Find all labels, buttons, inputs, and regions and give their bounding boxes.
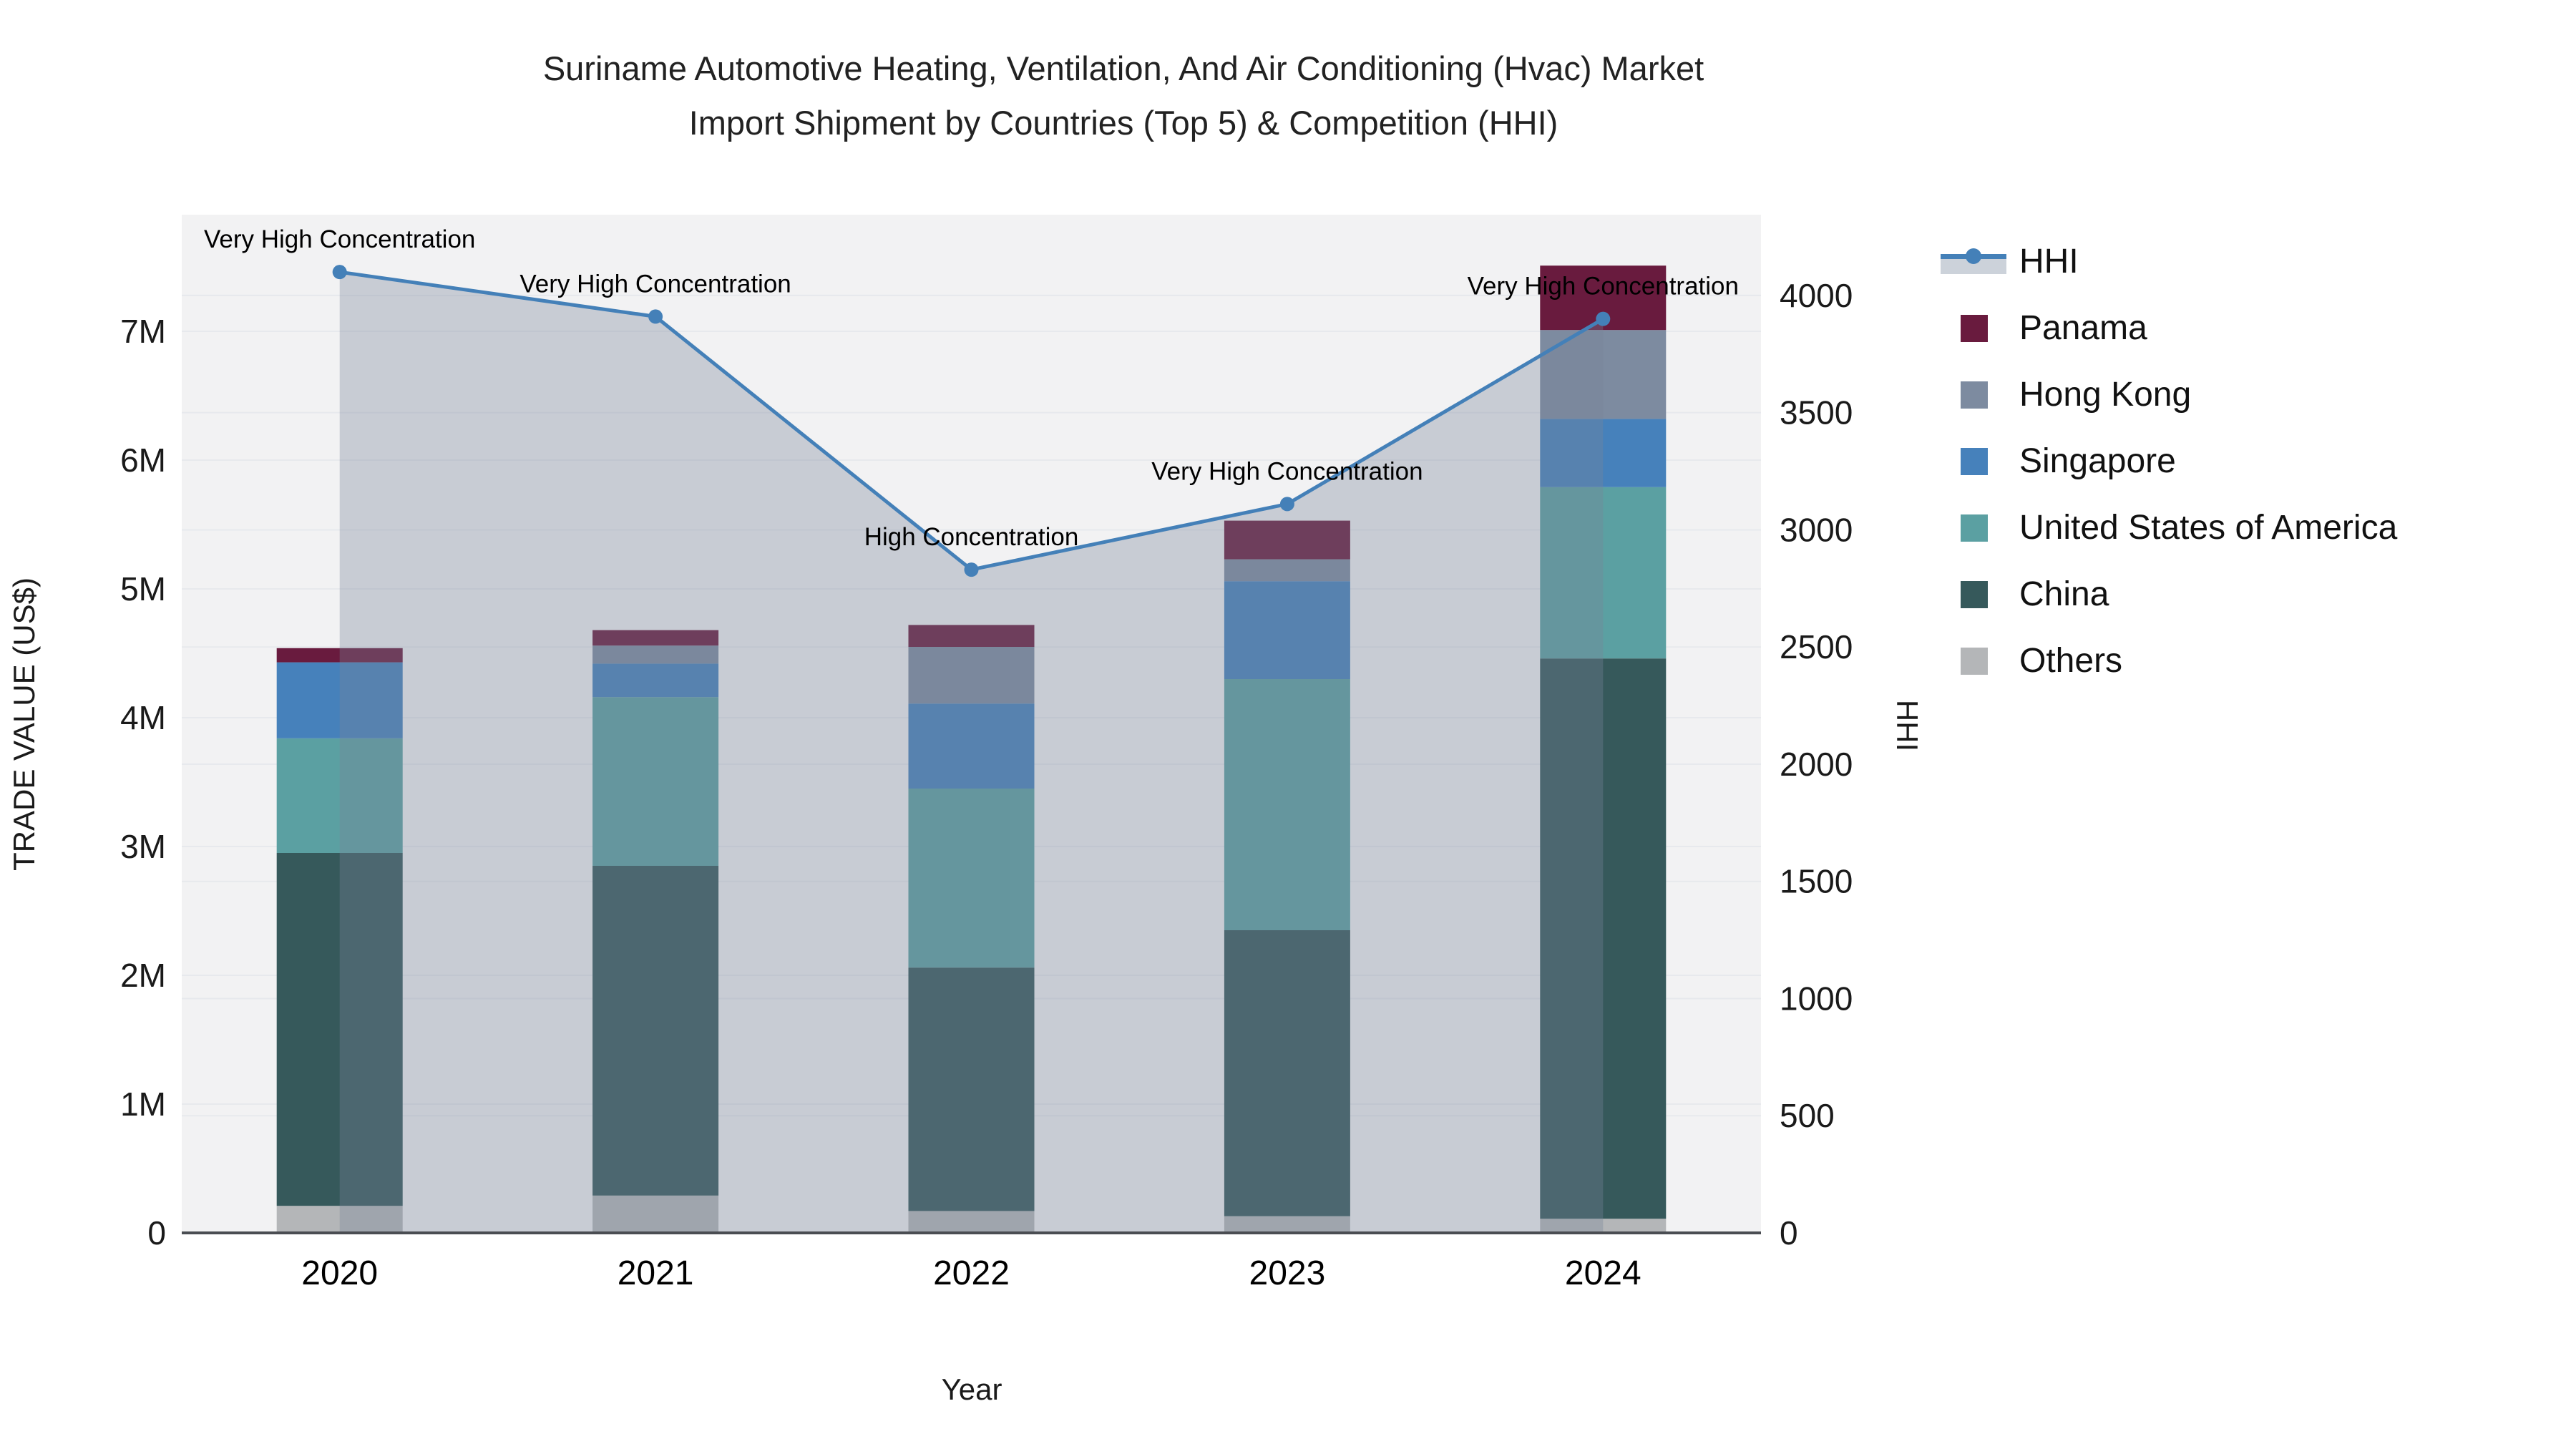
annotation-2024: Very High Concentration: [1468, 273, 1739, 301]
legend-label: China: [2019, 575, 2109, 613]
legend-label: Panama: [2019, 309, 2147, 347]
bar-segment-panama-2022[interactable]: [908, 625, 1035, 647]
bar-segment-hong-kong-2022[interactable]: [908, 647, 1035, 704]
bar-segment-panama-2021[interactable]: [592, 630, 719, 646]
y-left-tick-label-2M: 2M: [120, 957, 166, 994]
bar-segment-china-2023[interactable]: [1224, 930, 1350, 1216]
legend-swatch-icon: [1941, 647, 2006, 675]
bar-segment-hong-kong-2023[interactable]: [1224, 559, 1350, 582]
legend-item-hong-kong[interactable]: Hong Kong: [1941, 361, 2397, 428]
y-left-tick-label-0: 0: [147, 1214, 166, 1252]
hhi-line-icon: [1941, 248, 2006, 276]
chart-title-line2: Import Shipment by Countries (Top 5) & C…: [688, 104, 1558, 142]
chart-title-line1: Suriname Automotive Heating, Ventilation…: [542, 49, 1704, 87]
bar-segment-united-states-of-america-2024[interactable]: [1540, 487, 1667, 659]
y-left-tick-label-3M: 3M: [120, 828, 166, 865]
bar-segment-singapore-2023[interactable]: [1224, 581, 1350, 679]
hhi-area-fill: [339, 272, 1604, 1234]
bar-segment-china-2021[interactable]: [592, 866, 719, 1196]
x-tick-label-2021: 2021: [618, 1254, 694, 1292]
legend-item-united-states-of-america[interactable]: United States of America: [1941, 494, 2397, 561]
y-left-tick-label-4M: 4M: [120, 699, 166, 736]
legend-item-others[interactable]: Others: [1941, 628, 2397, 694]
bar-segment-united-states-of-america-2020[interactable]: [276, 738, 403, 853]
hhi-marker-2023[interactable]: [1279, 497, 1294, 512]
hhi-marker-2021[interactable]: [648, 309, 663, 324]
y-right-tick-label-1500: 1500: [1780, 863, 1853, 900]
bar-segment-singapore-2024[interactable]: [1540, 419, 1667, 487]
y-right-tick-label-0: 0: [1780, 1214, 1798, 1252]
y-right-tick-label-2000: 2000: [1780, 746, 1853, 783]
chart-title: Suriname Automotive Heating, Ventilation…: [0, 42, 2247, 150]
y-right-tick-label-4000: 4000: [1780, 277, 1853, 314]
y-right-tick-label-1000: 1000: [1780, 980, 1853, 1017]
bar-segment-china-2020[interactable]: [276, 853, 403, 1206]
x-tick-label-2022: 2022: [933, 1254, 1010, 1292]
hhi-marker-2020[interactable]: [332, 265, 347, 280]
x-tick-label-2024: 2024: [1565, 1254, 1641, 1292]
legend-swatch-icon: [1941, 314, 2006, 342]
bar-segment-singapore-2022[interactable]: [908, 703, 1035, 789]
y-left-tick-label-6M: 6M: [120, 441, 166, 479]
legend-swatch-icon: [1941, 580, 2006, 608]
hhi-marker-2022[interactable]: [964, 562, 979, 577]
bar-segment-others-2020[interactable]: [276, 1206, 403, 1233]
bar-segment-panama-2023[interactable]: [1224, 520, 1350, 560]
legend: HHI Panama Hong Kong Singapore United States…: [1941, 228, 2397, 694]
y-right-tick-label-500: 500: [1780, 1097, 1835, 1134]
legend-swatch-icon: [1941, 381, 2006, 409]
y-right-tick-label-3500: 3500: [1780, 394, 1853, 431]
x-tick-label-2020: 2020: [301, 1254, 378, 1292]
legend-swatch-icon: [1941, 447, 2006, 475]
legend-item-china[interactable]: China: [1941, 561, 2397, 628]
bar-segment-others-2023[interactable]: [1224, 1216, 1350, 1233]
legend-label: Others: [2019, 642, 2123, 680]
bar-segment-china-2022[interactable]: [908, 967, 1035, 1211]
y-left-tick-label-7M: 7M: [120, 313, 166, 350]
legend-label: Hong Kong: [2019, 376, 2192, 414]
bar-segment-others-2024[interactable]: [1540, 1219, 1667, 1233]
bar-segment-panama-2020[interactable]: [276, 648, 403, 663]
y-right-tick-label-2500: 2500: [1780, 628, 1853, 665]
bar-segment-hong-kong-2021[interactable]: [592, 645, 719, 664]
bar-segment-china-2024[interactable]: [1540, 658, 1667, 1219]
bar-segment-singapore-2020[interactable]: [276, 662, 403, 738]
legend-item-singapore[interactable]: Singapore: [1941, 428, 2397, 494]
y-left-tick-label-5M: 5M: [120, 570, 166, 608]
legend-label: Singapore: [2019, 442, 2176, 480]
bar-segment-united-states-of-america-2021[interactable]: [592, 697, 719, 866]
annotation-2023: Very High Concentration: [1151, 457, 1423, 485]
bar-segment-others-2022[interactable]: [908, 1211, 1035, 1233]
bar-segment-united-states-of-america-2022[interactable]: [908, 789, 1035, 968]
x-axis-title: Year: [941, 1372, 1002, 1406]
bar-segment-others-2021[interactable]: [592, 1195, 719, 1233]
legend-label: United States of America: [2019, 509, 2398, 547]
bar-segment-united-states-of-america-2023[interactable]: [1224, 679, 1350, 930]
annotation-2020: Very High Concentration: [204, 225, 475, 253]
bar-segment-singapore-2021[interactable]: [592, 663, 719, 698]
legend-item-panama[interactable]: Panama: [1941, 295, 2397, 361]
annotation-2022: High Concentration: [864, 523, 1079, 551]
legend-swatch-icon: [1941, 514, 2006, 542]
y-left-tick-label-1M: 1M: [120, 1085, 166, 1123]
legend-label: HHI: [2019, 243, 2079, 280]
hhi-marker-2024[interactable]: [1596, 311, 1611, 326]
legend-item-hhi[interactable]: HHI: [1941, 228, 2397, 295]
y-right-tick-label-3000: 3000: [1780, 511, 1853, 548]
x-tick-label-2023: 2023: [1249, 1254, 1326, 1292]
annotation-2021: Very High Concentration: [519, 270, 791, 298]
